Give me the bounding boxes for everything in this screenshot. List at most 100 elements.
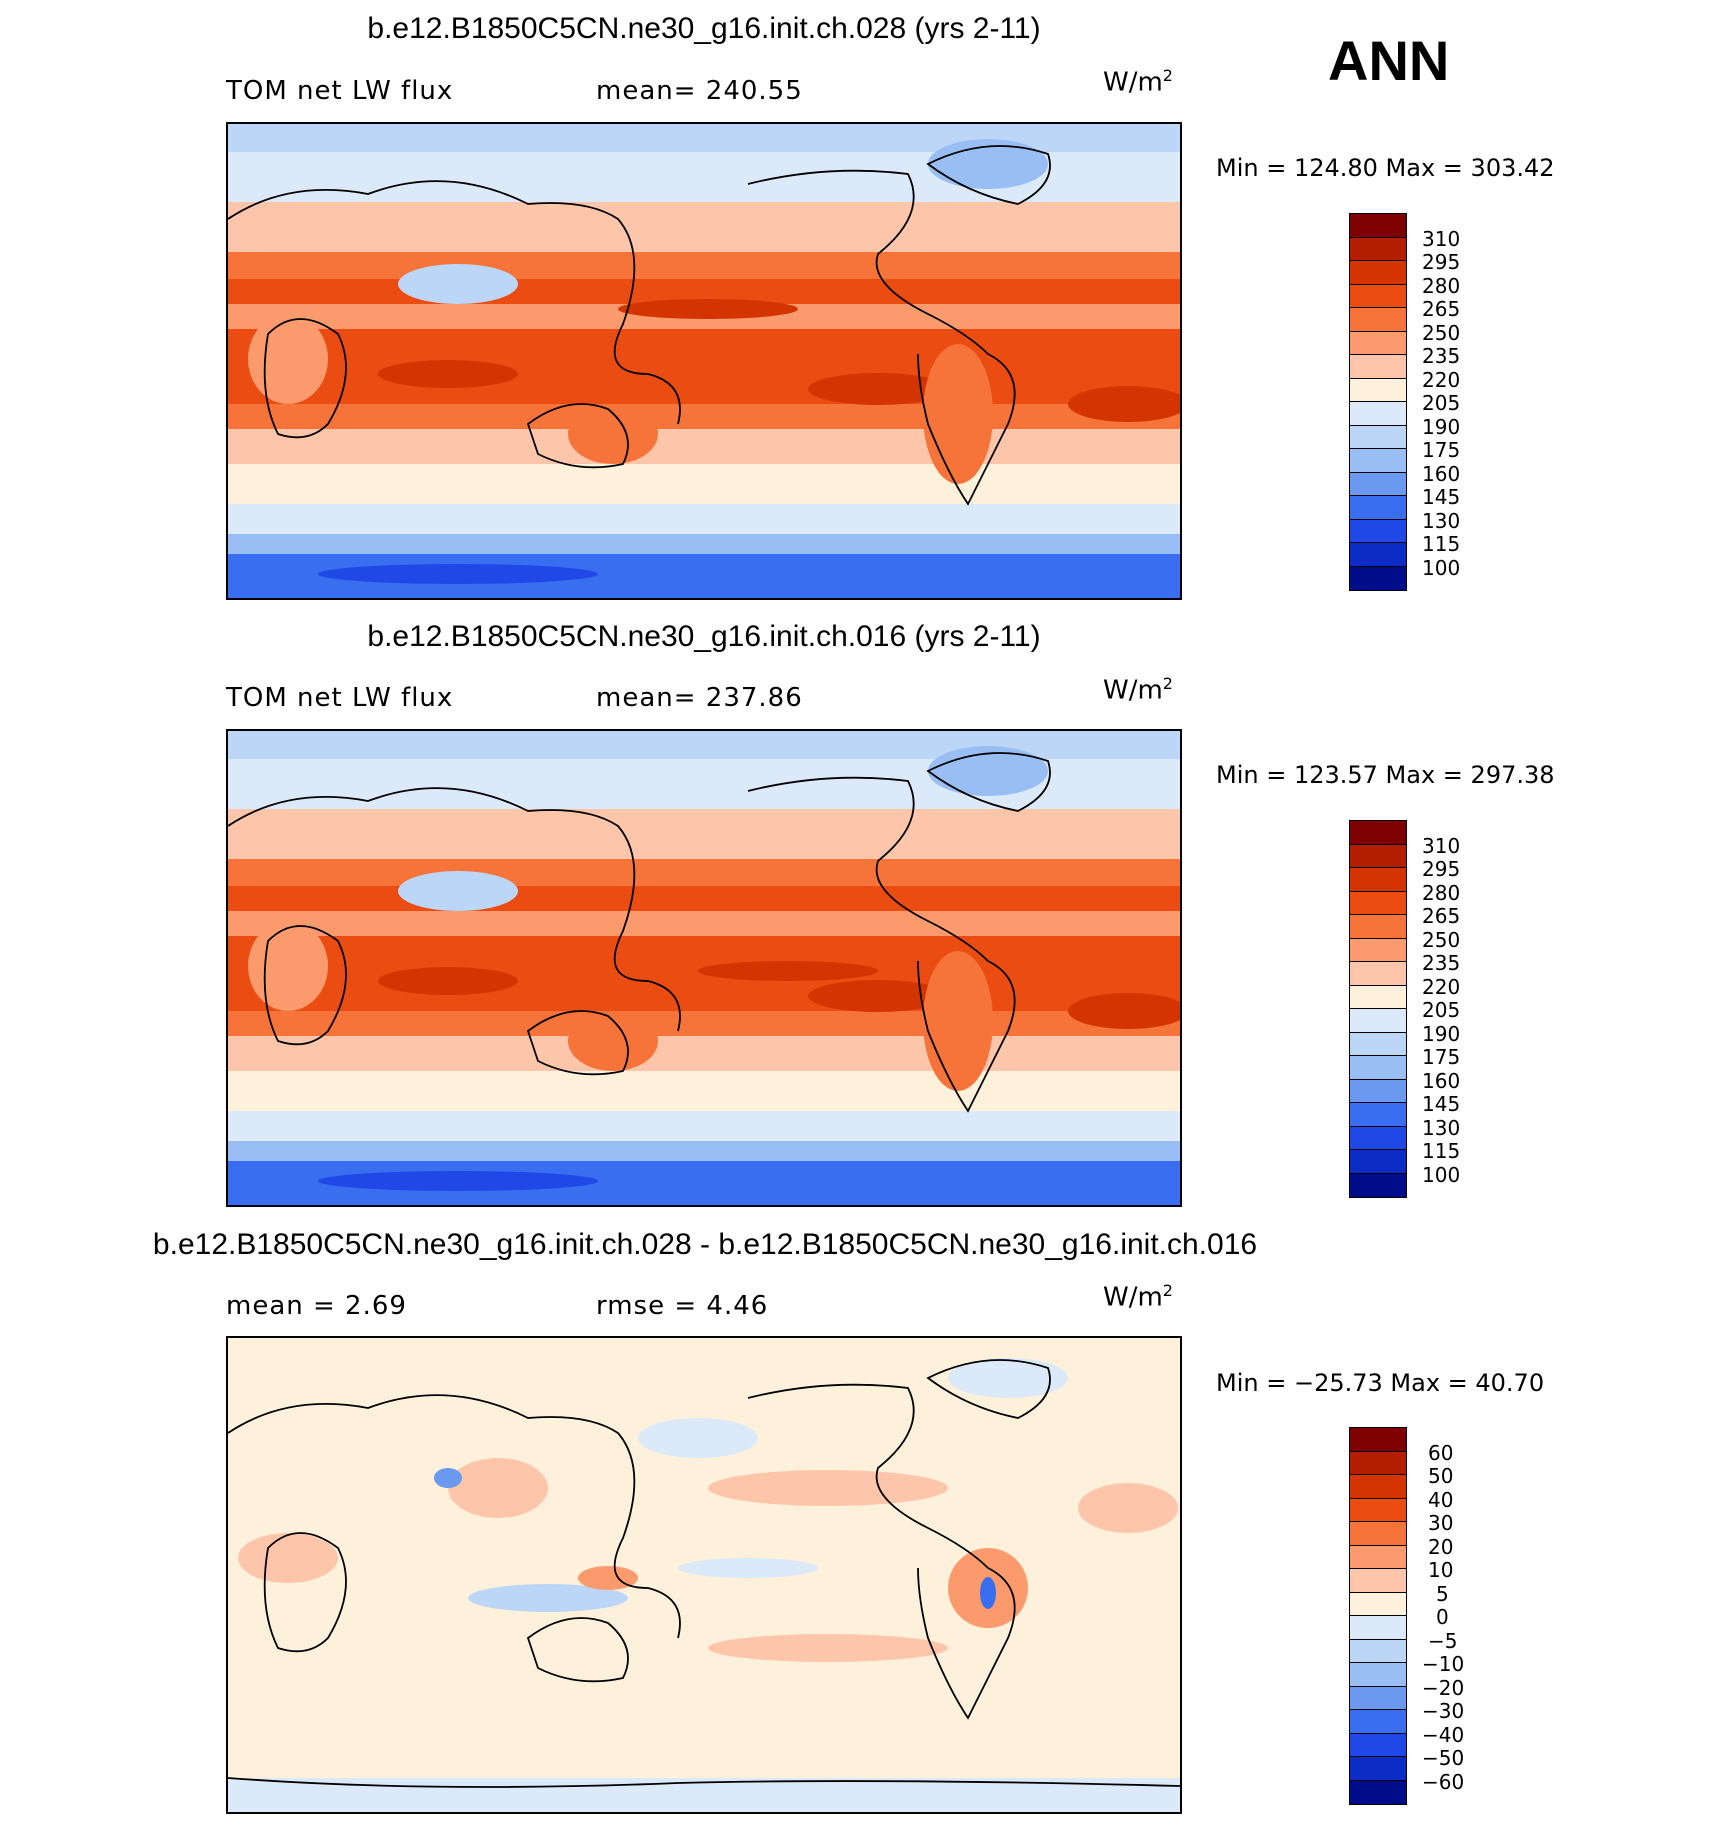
panel1-minmax: Min = 124.80 Max = 303.42 bbox=[1216, 154, 1555, 182]
colorbar-tick-label: 280 bbox=[1422, 881, 1461, 905]
colorbar-tick-label: 265 bbox=[1422, 297, 1461, 321]
colorbar-tick-label: 250 bbox=[1422, 928, 1461, 952]
colorbar-tick-label: 175 bbox=[1422, 438, 1461, 462]
colorbar-tick-label: 220 bbox=[1422, 368, 1461, 392]
panel2-map-svg bbox=[228, 731, 1180, 1205]
colorbar-tick-label: 100 bbox=[1422, 556, 1461, 580]
colorbar-tick-label: 235 bbox=[1422, 344, 1461, 368]
colorbar-swatch bbox=[1350, 261, 1406, 285]
colorbar-tick-label: −50 bbox=[1422, 1746, 1465, 1770]
colorbar-tick-label: 5 bbox=[1436, 1582, 1449, 1606]
colorbar-tick-label: 100 bbox=[1422, 1163, 1461, 1187]
colorbar-swatch bbox=[1350, 1103, 1406, 1127]
colorbar-tick-label: 50 bbox=[1428, 1464, 1454, 1488]
colorbar-tick-label: 295 bbox=[1422, 857, 1461, 881]
panel2-title: b.e12.B1850C5CN.ne30_g16.init.ch.016 (yr… bbox=[367, 620, 1041, 653]
colorbar-tick-label: 205 bbox=[1422, 998, 1461, 1022]
colorbar-swatch bbox=[1350, 891, 1406, 915]
panel2-colorbar bbox=[1349, 820, 1407, 1198]
colorbar-tick-label: 250 bbox=[1422, 321, 1461, 345]
colorbar-swatch bbox=[1350, 985, 1406, 1009]
colorbar-swatch bbox=[1350, 1569, 1406, 1593]
colorbar-swatch bbox=[1350, 1475, 1406, 1499]
colorbar-swatch bbox=[1350, 425, 1406, 449]
panel3-title: b.e12.B1850C5CN.ne30_g16.init.ch.028 - b… bbox=[152, 1228, 1258, 1261]
colorbar-swatch bbox=[1350, 1032, 1406, 1056]
colorbar-tick-label: 145 bbox=[1422, 485, 1461, 509]
colorbar-swatch bbox=[1350, 1009, 1406, 1033]
colorbar-tick-label: 280 bbox=[1422, 274, 1461, 298]
colorbar-tick-label: 295 bbox=[1422, 250, 1461, 274]
colorbar-tick-label: 115 bbox=[1422, 532, 1461, 556]
panel2-minmax: Min = 123.57 Max = 297.38 bbox=[1216, 761, 1555, 789]
panel3-map bbox=[226, 1336, 1182, 1814]
colorbar-tick-label: 175 bbox=[1422, 1045, 1461, 1069]
colorbar-swatch bbox=[1350, 1126, 1406, 1150]
colorbar-swatch bbox=[1350, 844, 1406, 868]
colorbar-tick-label: 190 bbox=[1422, 415, 1461, 439]
colorbar-tick-label: 115 bbox=[1422, 1139, 1461, 1163]
season-label: ANN bbox=[1328, 29, 1450, 92]
colorbar-swatch bbox=[1350, 1451, 1406, 1475]
colorbar-swatch bbox=[1350, 1757, 1406, 1781]
colorbar-tick-label: −5 bbox=[1428, 1629, 1458, 1653]
colorbar-tick-label: 10 bbox=[1428, 1558, 1454, 1582]
colorbar-swatch bbox=[1350, 284, 1406, 308]
panel1-variable-label: TOM net LW flux bbox=[226, 76, 454, 106]
colorbar-tick-label: 160 bbox=[1422, 1069, 1461, 1093]
colorbar-swatch bbox=[1350, 1733, 1406, 1757]
panel1-title: b.e12.B1850C5CN.ne30_g16.init.ch.028 (yr… bbox=[367, 12, 1041, 45]
colorbar-tick-label: 205 bbox=[1422, 391, 1461, 415]
panel3-mean-label: mean = 2.69 bbox=[226, 1291, 407, 1321]
panel3-rmse-label: rmse = 4.46 bbox=[596, 1291, 769, 1321]
colorbar-swatch bbox=[1350, 449, 1406, 473]
colorbar-swatch bbox=[1350, 402, 1406, 426]
colorbar-swatch bbox=[1350, 1686, 1406, 1710]
colorbar-swatch bbox=[1350, 214, 1406, 238]
colorbar-swatch bbox=[1350, 308, 1406, 332]
colorbar-swatch bbox=[1350, 1545, 1406, 1569]
colorbar-swatch bbox=[1350, 938, 1406, 962]
colorbar-swatch bbox=[1350, 1592, 1406, 1616]
panel3-map-svg bbox=[228, 1338, 1180, 1812]
colorbar-swatch bbox=[1350, 1710, 1406, 1734]
colorbar-swatch bbox=[1350, 1780, 1406, 1804]
colorbar-tick-label: 130 bbox=[1422, 509, 1461, 533]
colorbar-swatch bbox=[1350, 378, 1406, 402]
colorbar-swatch bbox=[1350, 915, 1406, 939]
colorbar-tick-label: 40 bbox=[1428, 1488, 1454, 1512]
colorbar-swatch bbox=[1350, 331, 1406, 355]
colorbar-swatch bbox=[1350, 496, 1406, 520]
colorbar-tick-label: 265 bbox=[1422, 904, 1461, 928]
colorbar-swatch bbox=[1350, 1498, 1406, 1522]
colorbar-tick-label: 190 bbox=[1422, 1022, 1461, 1046]
panel1-colorbar bbox=[1349, 213, 1407, 591]
colorbar-tick-label: −40 bbox=[1422, 1723, 1465, 1747]
panel3-colorbar bbox=[1349, 1427, 1407, 1805]
panel2-mean-label: mean= 237.86 bbox=[596, 683, 803, 713]
colorbar-swatch bbox=[1350, 355, 1406, 379]
colorbar-swatch bbox=[1350, 237, 1406, 261]
colorbar-swatch bbox=[1350, 1079, 1406, 1103]
colorbar-tick-label: 130 bbox=[1422, 1116, 1461, 1140]
panel3-minmax: Min = −25.73 Max = 40.70 bbox=[1216, 1369, 1545, 1397]
colorbar-tick-label: −30 bbox=[1422, 1699, 1465, 1723]
panel2-variable-label: TOM net LW flux bbox=[226, 683, 454, 713]
colorbar-tick-label: 160 bbox=[1422, 462, 1461, 486]
colorbar-tick-label: −20 bbox=[1422, 1676, 1465, 1700]
colorbar-tick-label: 235 bbox=[1422, 951, 1461, 975]
colorbar-swatch bbox=[1350, 1428, 1406, 1452]
colorbar-tick-label: −60 bbox=[1422, 1770, 1465, 1794]
colorbar-swatch bbox=[1350, 1522, 1406, 1546]
colorbar-tick-label: 145 bbox=[1422, 1092, 1461, 1116]
colorbar-swatch bbox=[1350, 1056, 1406, 1080]
colorbar-tick-label: 20 bbox=[1428, 1535, 1454, 1559]
colorbar-tick-label: 60 bbox=[1428, 1441, 1454, 1465]
panel2-map bbox=[226, 729, 1182, 1207]
colorbar-swatch bbox=[1350, 1663, 1406, 1687]
colorbar-swatch bbox=[1350, 566, 1406, 590]
colorbar-swatch bbox=[1350, 472, 1406, 496]
colorbar-tick-label: 220 bbox=[1422, 975, 1461, 999]
panel1-units: W/m2 bbox=[1103, 66, 1173, 98]
colorbar-swatch bbox=[1350, 1173, 1406, 1197]
